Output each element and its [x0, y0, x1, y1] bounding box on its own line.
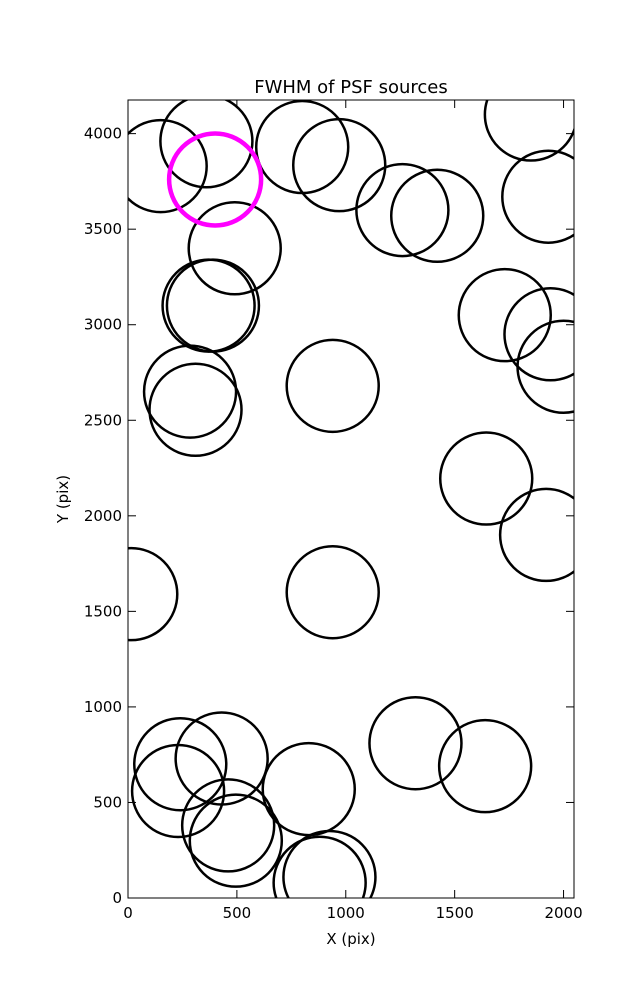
source-circle [142, 344, 238, 439]
y-tick-label: 3500 [84, 220, 122, 238]
source-circle [498, 487, 574, 583]
source-circle [285, 545, 380, 640]
source-circle [133, 716, 228, 812]
source-circle [437, 718, 533, 814]
x-tick-label: 500 [223, 904, 252, 922]
source-circle [148, 362, 243, 458]
source-circle [166, 131, 264, 228]
source-circle [272, 835, 367, 898]
y-tick-label: 2500 [84, 411, 122, 429]
source-circle [368, 695, 463, 791]
y-tick-label: 4000 [84, 125, 122, 143]
x-tick-label: 1000 [327, 904, 365, 922]
chart-title: FWHM of PSF sources [254, 77, 448, 98]
source-circle [187, 201, 282, 296]
source-circle [291, 117, 387, 213]
source-circle [128, 546, 179, 642]
axes: 0 500 1000 1500 2000 0 500 1000 1500 2000 2500 3000… [84, 99, 583, 922]
source-circle [159, 100, 254, 189]
source-circle [389, 168, 485, 264]
source-circle [516, 319, 574, 415]
y-tick-label: 500 [93, 793, 122, 811]
source-circle [128, 118, 208, 214]
source-circle [483, 100, 574, 162]
y-tick-label: 1000 [84, 698, 122, 716]
x-tick-label: 1500 [436, 904, 474, 922]
source-circle [188, 793, 284, 888]
source-circle [503, 287, 574, 382]
source-circle [130, 743, 226, 839]
plot-area [128, 100, 574, 898]
axes-frame [127, 99, 575, 899]
source-circle [282, 829, 377, 898]
source-circle [355, 162, 450, 258]
y-tick-label: 1500 [84, 602, 122, 620]
x-axis-label: X (pix) [326, 930, 375, 948]
y-tick-label: 3000 [84, 316, 122, 334]
y-axis-label: Y (pix) [54, 475, 72, 524]
y-tick-label: 0 [112, 889, 122, 907]
y-tick-label: 2000 [84, 507, 122, 525]
x-tick-label: 2000 [544, 904, 582, 922]
source-circle [457, 267, 552, 363]
source-circle [285, 338, 380, 434]
source-circle [501, 149, 574, 244]
x-tick-label: 0 [123, 904, 133, 922]
source-circle [180, 778, 276, 873]
source-circle [438, 431, 534, 526]
